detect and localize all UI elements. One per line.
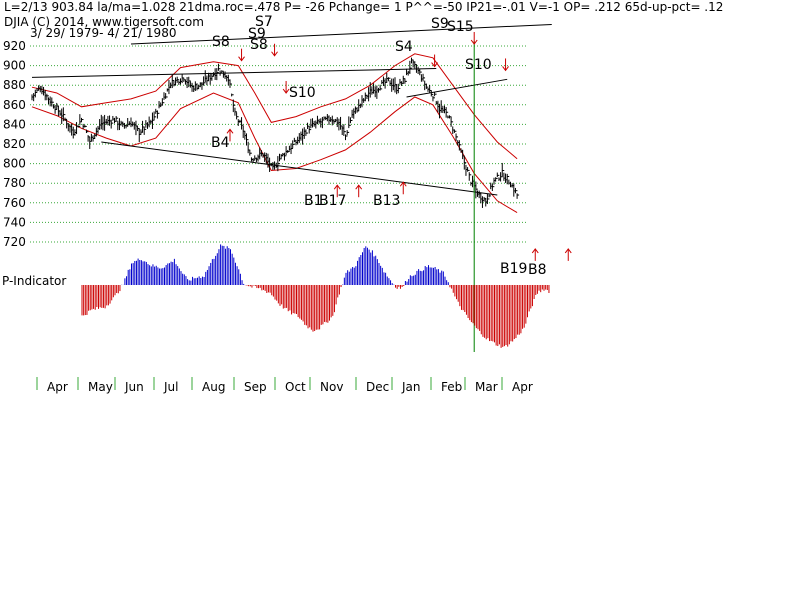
signal-label-b13: B13: [373, 193, 400, 209]
sell-arrow-head: [271, 51, 278, 57]
signal-label-s9: S9: [248, 26, 266, 42]
month-label: Apr: [47, 380, 68, 394]
signal-label-s8: S8: [212, 34, 230, 50]
signal-label-b17: B17: [319, 193, 346, 209]
stats-header: L=2/13 903.84 la/ma=1.028 21dma.roc=.478…: [4, 0, 724, 14]
signal-label-b4: B4: [211, 135, 230, 151]
price-axis-ticks: 920 900 880 860 840 820 800 780 760 740 720: [3, 39, 26, 249]
signal-label-s10: S10: [289, 85, 316, 101]
price-tick-label: 880: [3, 78, 26, 92]
sell-arrow-head: [502, 66, 509, 72]
buy-arrow-head: [355, 184, 363, 190]
month-label: Dec: [366, 380, 389, 394]
trendline: [31, 68, 437, 78]
price-tick-label: 840: [3, 117, 26, 131]
trendline: [101, 141, 498, 196]
month-axis: Apr May Jun Jul Aug Sep Oct Nov Dec Jan Feb Mar Apr: [36, 377, 533, 394]
p-indicator-histogram: [81, 244, 550, 348]
month-label: Jul: [163, 380, 178, 394]
trendline: [130, 23, 552, 45]
price-tick-label: 740: [3, 215, 26, 229]
month-label: Apr: [512, 380, 533, 394]
month-label: Jan: [401, 380, 421, 394]
signal-label-s4: S4: [395, 39, 413, 55]
month-label: Mar: [475, 380, 498, 394]
price-tick-label: 760: [3, 196, 26, 210]
sell-arrow-head: [238, 56, 245, 62]
month-label: Oct: [285, 380, 306, 394]
band-lower: [31, 92, 518, 214]
p-indicator-label: P-Indicator: [2, 274, 66, 288]
p-indicator-label-group: P-Indicator: [2, 274, 66, 288]
price-tick-label: 820: [3, 137, 26, 151]
buy-arrow-head: [531, 248, 539, 254]
signal-label-s8: S8: [250, 37, 268, 53]
signal-label-b8: B8: [528, 262, 547, 278]
price-bars: [31, 57, 520, 208]
signal-label-b19: B19: [500, 261, 527, 277]
signal-label-s9: S9: [431, 16, 449, 32]
buy-arrow-head: [564, 248, 572, 254]
signal-label-b1: B1: [304, 193, 323, 209]
band-upper: [31, 53, 518, 160]
month-label: May: [88, 380, 113, 394]
sell-arrow-head: [431, 62, 439, 68]
price-tick-label: 780: [3, 176, 26, 190]
month-label: Aug: [202, 380, 225, 394]
price-tick-label: 720: [3, 235, 26, 249]
signal-label-s10: S10: [465, 57, 492, 73]
price-tick-label: 860: [3, 98, 26, 112]
price-tick-label: 800: [3, 157, 26, 171]
month-label: Nov: [320, 380, 343, 394]
month-label: Sep: [244, 380, 267, 394]
sell-arrow-head: [282, 88, 290, 94]
price-tick-label: 920: [3, 39, 26, 53]
month-label: Feb: [441, 380, 462, 394]
price-grid: [30, 45, 527, 243]
bollinger-bands: [31, 53, 518, 214]
trendlines: [31, 23, 552, 196]
trendline: [406, 78, 508, 98]
price-tick-label: 900: [3, 59, 26, 73]
buy-arrow-head: [399, 181, 407, 187]
signal-label-s7: S7: [255, 14, 273, 30]
sell-arrow-head: [470, 39, 478, 45]
month-label: Jun: [124, 380, 144, 394]
signal-label-s15: S15: [447, 19, 474, 35]
chart-title: DJIA (C) 2014, www.tigersoft.com: [4, 15, 204, 29]
date-range: 3/ 29/ 1979- 4/ 21/ 1980: [30, 26, 177, 40]
buy-arrow-head: [333, 184, 341, 190]
buy-arrow-head: [226, 128, 234, 134]
